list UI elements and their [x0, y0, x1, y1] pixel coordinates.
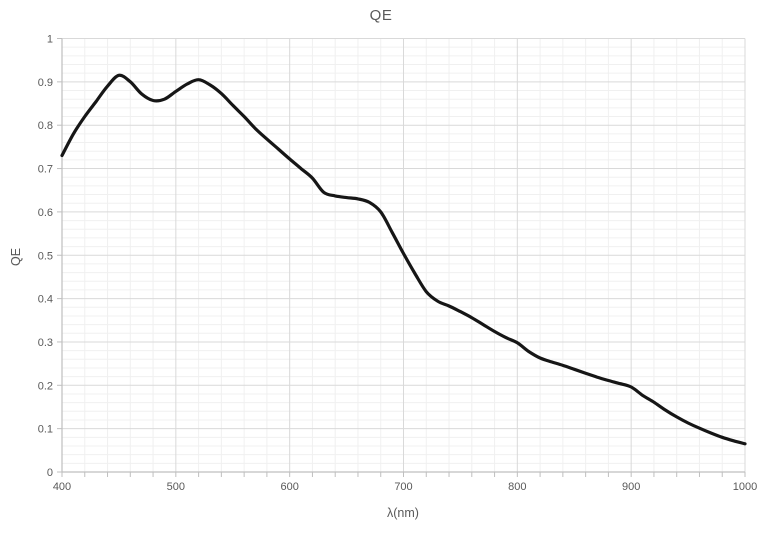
y-axis-title: QE: [9, 248, 23, 266]
y-tick-label: 0.4: [38, 294, 53, 306]
y-tick-label: 0.1: [38, 424, 53, 436]
y-tick-label: 0.9: [38, 77, 53, 89]
x-tick-label: 700: [394, 481, 412, 493]
x-tick-label: 400: [53, 481, 71, 493]
x-tick-labels: 400 500 600 700 800 900 1000: [53, 481, 757, 493]
x-tick-label: 500: [167, 481, 185, 493]
y-tick-label: 0: [47, 467, 53, 479]
qe-curve: [60, 73, 747, 446]
y-tick-label: 0.7: [38, 164, 53, 176]
x-tick-label: 1000: [733, 481, 757, 493]
y-tick-label: 0.2: [38, 380, 53, 392]
y-tick-labels: 0 0.1 0.2 0.3 0.4 0.5 0.6 0.7 0.8 0.9 1: [38, 34, 53, 480]
y-tick-label: 0.5: [38, 250, 53, 262]
x-tick-label: 900: [622, 481, 640, 493]
x-tick-label: 800: [508, 481, 526, 493]
y-tick-label: 0.8: [38, 120, 53, 132]
x-axis-title: λ(nm): [387, 506, 419, 520]
chart-title: QE: [370, 7, 393, 24]
y-tick-label: 1: [47, 34, 53, 46]
y-tick-label: 0.6: [38, 207, 53, 219]
x-tick-label: 600: [280, 481, 298, 493]
axis-ticks: [57, 38, 746, 477]
y-tick-label: 0.3: [38, 337, 53, 349]
